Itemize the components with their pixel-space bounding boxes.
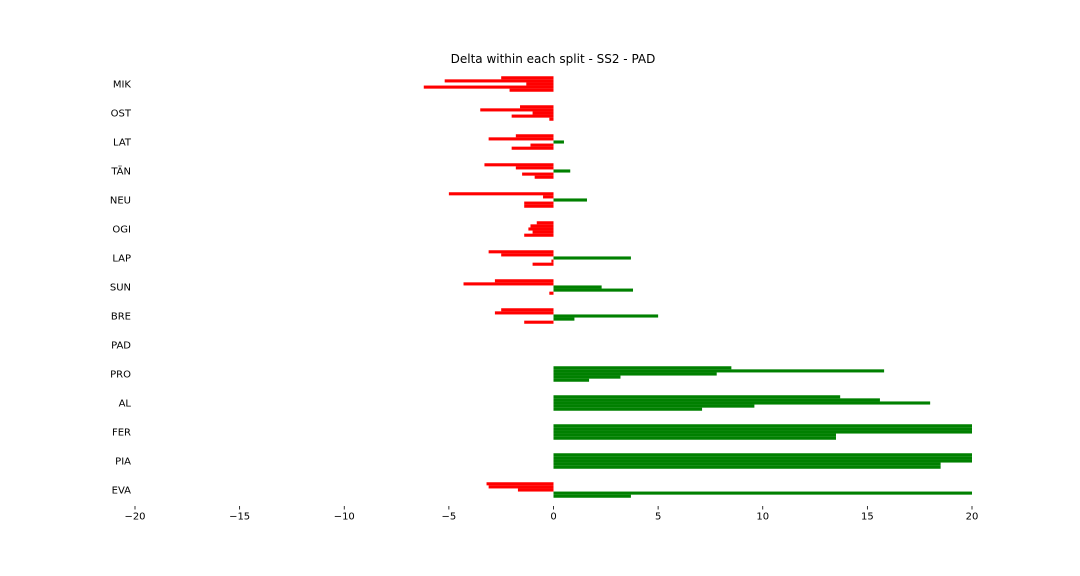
delta-bar [553, 453, 972, 457]
delta-bar [488, 250, 554, 254]
delta-bar [463, 282, 554, 286]
delta-bar [553, 378, 590, 382]
delta-bar [515, 166, 554, 170]
delta-bar [553, 404, 755, 408]
delta-bar [517, 488, 554, 492]
category-label: PRO [110, 370, 131, 381]
delta-bar [553, 369, 885, 373]
delta-bar [526, 82, 554, 86]
delta-bar [448, 192, 554, 196]
category-labels: MIK OST LAT TÄN NEU OGI LAP SUN BRE PAD PRO AL FER PI… [110, 80, 132, 497]
delta-bar [530, 143, 554, 147]
x-axis: −20 −15 −10 −5 0 5 10 15 20 [124, 506, 978, 523]
delta-bar [551, 259, 554, 263]
delta-bar [480, 108, 554, 112]
delta-bar [509, 88, 554, 92]
delta-bar [524, 320, 554, 324]
delta-bar [553, 459, 972, 463]
category-label: PAD [111, 341, 131, 352]
delta-bar [553, 433, 836, 437]
delta-bar [553, 398, 880, 402]
category-label: PIA [115, 457, 131, 468]
delta-bar [534, 175, 554, 179]
category-label: TÄN [110, 165, 131, 178]
delta-bar [553, 288, 634, 292]
delta-bar [524, 204, 554, 208]
category-label: SUN [110, 283, 131, 294]
category-label: MIK [113, 80, 132, 91]
delta-bar [553, 456, 972, 460]
delta-bar [553, 494, 631, 498]
delta-bar [423, 85, 554, 89]
delta-bar [543, 195, 554, 199]
category-label: NEU [110, 196, 131, 207]
category-label: LAP [112, 254, 131, 265]
delta-bar [524, 201, 554, 205]
delta-bar [488, 485, 554, 489]
delta-bar [494, 279, 554, 283]
delta-bar [553, 372, 717, 376]
delta-bar [553, 375, 621, 379]
category-label: AL [119, 399, 132, 410]
delta-bar [553, 462, 941, 466]
delta-bar [501, 308, 554, 312]
category-label: OGI [112, 225, 131, 236]
category-label: LAT [113, 138, 132, 149]
delta-bar [494, 311, 554, 315]
bars-group [423, 76, 972, 498]
category-label: EVA [112, 486, 132, 497]
delta-bar [553, 424, 972, 428]
x-tick-label: 15 [861, 512, 874, 523]
delta-bar [511, 146, 554, 150]
category-label: OST [111, 109, 132, 120]
x-tick-label: −15 [229, 512, 250, 523]
delta-bar [553, 169, 571, 173]
delta-bar [553, 401, 931, 405]
delta-bar [553, 465, 941, 469]
delta-bar [553, 314, 659, 318]
delta-bar [501, 76, 554, 80]
delta-bar [553, 140, 564, 144]
delta-bar [520, 105, 554, 109]
delta-bar [553, 407, 703, 411]
delta-bar [549, 291, 554, 295]
delta-bar [553, 395, 841, 399]
delta-bar [553, 491, 972, 495]
delta-bar [501, 253, 554, 257]
delta-bar [536, 221, 554, 225]
delta-bar [522, 172, 554, 176]
chart-title: Delta within each split - SS2 - PAD [451, 52, 656, 66]
category-label: FER [112, 428, 131, 439]
delta-bar [532, 262, 554, 266]
delta-bar [553, 285, 602, 289]
delta-bar [511, 114, 554, 118]
x-tick-label: 20 [966, 512, 979, 523]
delta-bar [528, 227, 554, 231]
delta-bar [553, 198, 587, 202]
delta-bar [444, 79, 554, 83]
delta-bar [553, 427, 972, 431]
delta-bar [553, 366, 732, 370]
delta-bar [532, 111, 554, 115]
x-tick-label: −10 [334, 512, 355, 523]
delta-bar [532, 230, 554, 234]
delta-bar [553, 436, 836, 440]
delta-bar [553, 256, 631, 260]
x-tick-label: 10 [756, 512, 769, 523]
delta-bar [553, 430, 972, 434]
delta-bar [553, 317, 575, 321]
x-tick-label: 5 [655, 512, 661, 523]
delta-bar [530, 224, 554, 228]
delta-bar [515, 134, 554, 138]
category-label: BRE [111, 312, 131, 323]
delta-bar [484, 163, 554, 167]
delta-bar [488, 137, 554, 141]
x-tick-label: −20 [124, 512, 145, 523]
delta-bar [486, 482, 554, 486]
x-tick-label: −5 [442, 512, 457, 523]
delta-bar [549, 117, 554, 121]
delta-bar [524, 233, 554, 237]
x-tick-label: 0 [550, 512, 556, 523]
